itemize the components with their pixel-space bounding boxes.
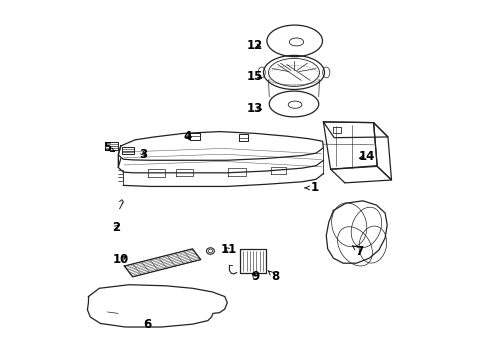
Text: 15: 15 [246, 70, 262, 83]
Text: 2: 2 [112, 221, 120, 234]
Text: 3: 3 [139, 148, 147, 161]
Text: 8: 8 [267, 270, 279, 283]
Text: 7: 7 [352, 244, 363, 257]
Text: 13: 13 [246, 102, 262, 115]
Text: 10: 10 [112, 253, 129, 266]
Text: 5: 5 [103, 141, 115, 154]
Text: 9: 9 [251, 270, 259, 283]
Text: 1: 1 [304, 181, 318, 194]
Text: 6: 6 [143, 318, 151, 331]
Text: 12: 12 [246, 39, 262, 52]
Text: 11: 11 [220, 243, 236, 256]
Text: 14: 14 [358, 150, 374, 163]
Text: 4: 4 [183, 130, 191, 144]
